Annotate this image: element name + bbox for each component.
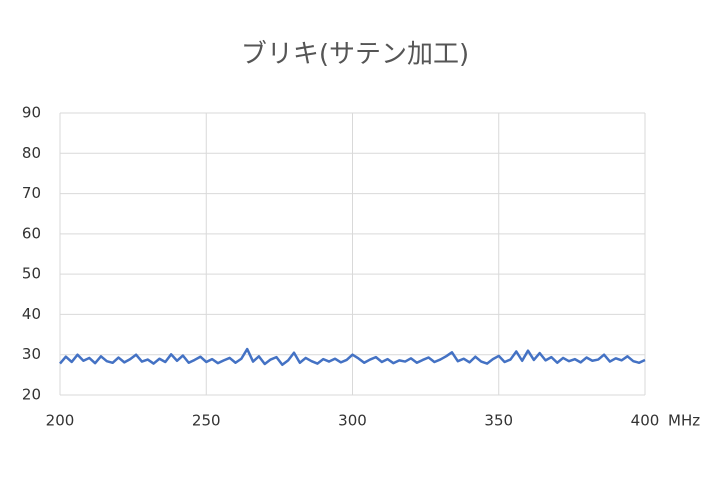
x-tick-label: 400 <box>631 412 660 430</box>
y-tick-label: 80 <box>22 144 41 162</box>
chart-title: ブリキ(サテン加工) <box>241 40 469 70</box>
x-axis-label: MHz <box>668 412 700 430</box>
y-tick-label: 60 <box>22 224 41 242</box>
x-tick-label: 200 <box>46 412 75 430</box>
data-line <box>59 347 646 367</box>
y-tick-label: 40 <box>22 305 41 323</box>
y-tick-label: 70 <box>22 184 41 202</box>
x-tick-label: 350 <box>484 412 513 430</box>
x-tick-label: 250 <box>192 412 221 430</box>
y-tick-label: 20 <box>22 386 41 404</box>
y-tick-label: 90 <box>22 104 41 122</box>
y-tick-label: 30 <box>22 345 41 363</box>
y-tick-label: 50 <box>22 265 41 283</box>
x-tick-label: 300 <box>338 412 367 430</box>
